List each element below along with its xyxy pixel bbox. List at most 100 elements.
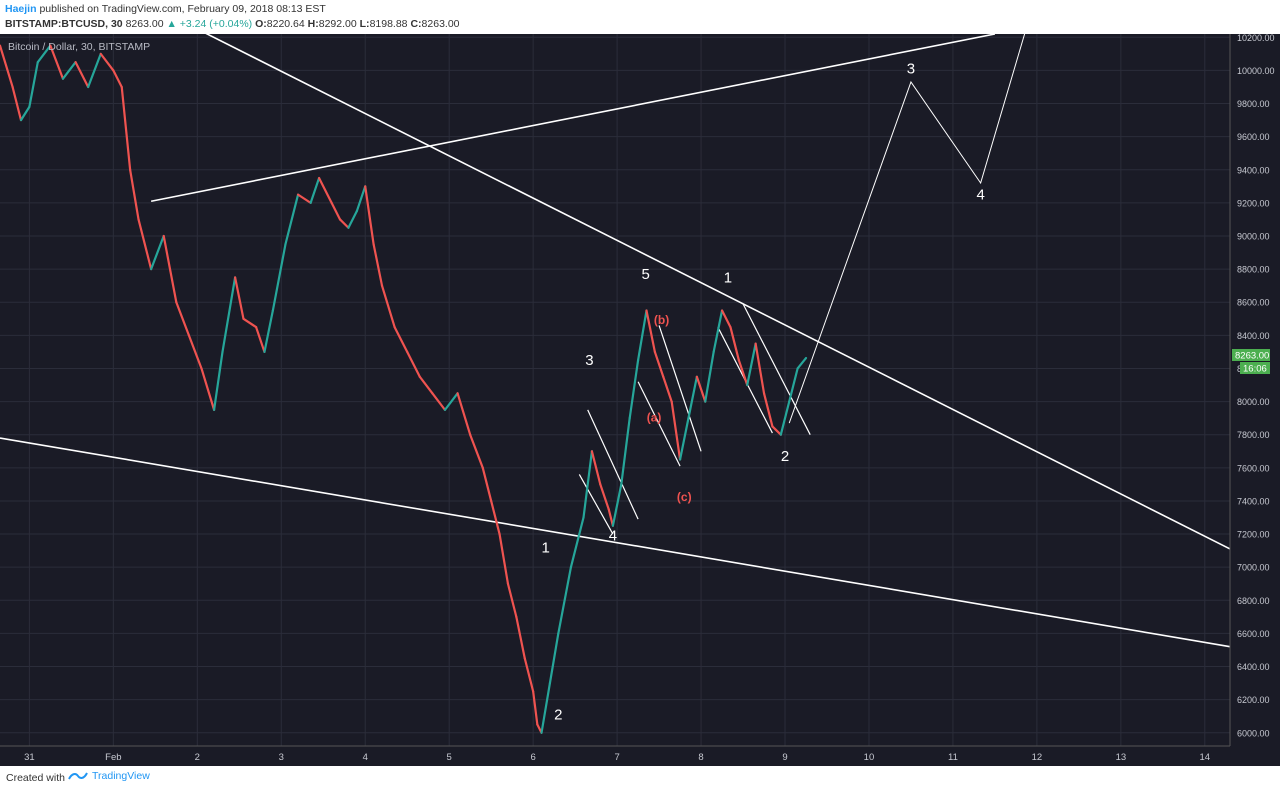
time-tick-label: 10 [864, 752, 875, 763]
price-segment [11, 85, 23, 122]
price-segment [372, 243, 384, 287]
price-segment [254, 325, 266, 354]
time-tick-label: 2 [195, 752, 200, 763]
price-segment [481, 466, 493, 503]
price-segment [532, 690, 539, 726]
price-segment [317, 176, 333, 204]
open-value: 8220.64 [266, 18, 305, 30]
price-segment [506, 582, 518, 618]
chart-header: Haejin published on TradingView.com, Feb… [0, 0, 1280, 34]
price-badge-text: 8263.00 [1235, 351, 1269, 362]
trendline [0, 437, 1231, 648]
price-axis-bg[interactable] [1230, 34, 1280, 756]
wave-label: 3 [907, 61, 915, 78]
price-tick-label: 9400.00 [1237, 165, 1270, 175]
price-segment [187, 334, 203, 370]
time-tick-label: 8 [698, 752, 703, 763]
wave-label: (a) [647, 410, 662, 424]
price-segment [590, 450, 602, 486]
price-segment [515, 615, 526, 660]
tradingview-brand[interactable]: TradingView [68, 770, 150, 782]
price-segment [788, 367, 799, 403]
author-name[interactable]: Haejin [5, 3, 37, 15]
last-price: 8263.00 [125, 18, 164, 30]
price-segment [129, 168, 140, 221]
price-segment [406, 350, 421, 378]
time-tick-label: 13 [1116, 752, 1127, 763]
price-segment [263, 309, 274, 354]
price-segment [242, 317, 258, 329]
price-segment [200, 367, 216, 411]
time-badge-text: 16:06 [1243, 364, 1267, 375]
wave-label: (b) [654, 313, 669, 327]
price-segment [175, 301, 191, 337]
price-segment [309, 176, 321, 204]
price-segment [611, 483, 623, 527]
wave-label: 2 [781, 448, 789, 465]
price-tick-label: 9200.00 [1237, 198, 1270, 208]
price-segment [557, 566, 573, 635]
trendline [742, 303, 811, 435]
price-segment [653, 350, 665, 378]
price-segment [762, 392, 774, 428]
trendline [637, 381, 681, 467]
wave-label: 1 [724, 269, 732, 286]
price-tick-label: 6800.00 [1237, 596, 1270, 606]
time-tick-label: 12 [1032, 752, 1043, 763]
price-segment [19, 105, 31, 122]
price-segment [271, 243, 287, 312]
price-segment [540, 681, 552, 734]
price-tick-label: 10000.00 [1237, 66, 1275, 76]
price-segment [49, 44, 65, 80]
price-segment [771, 425, 782, 436]
price-segment [498, 532, 510, 585]
trendline [150, 33, 996, 203]
price-segment [431, 392, 447, 411]
symbol-label: BITSTAMP:BTCUSD, 30 [5, 18, 123, 30]
trendline [196, 28, 1231, 550]
price-segment [296, 193, 312, 204]
trendline [578, 474, 614, 535]
time-tick-label: 9 [782, 752, 787, 763]
price-segment [796, 356, 808, 370]
price-tick-label: 6200.00 [1237, 695, 1270, 705]
wave-label: 1 [542, 539, 550, 556]
price-segment [628, 359, 640, 420]
price-segment [720, 309, 732, 329]
price-segment [120, 85, 132, 171]
price-tick-label: 7800.00 [1237, 430, 1270, 440]
time-axis-bg[interactable] [0, 746, 1280, 766]
price-segment [469, 433, 484, 469]
trendlines [0, 20, 1231, 648]
time-tick-label: 14 [1200, 752, 1211, 763]
price-segment [61, 61, 77, 80]
time-tick-label: 11 [948, 752, 958, 763]
high-value: 8292.00 [318, 18, 357, 30]
wave-label: 4 [609, 528, 617, 545]
chart-area[interactable]: 5 3 4 1 2 1 2 3 4 (b) (a) (c) 6000.00 6200.00 6400.00… [0, 20, 1280, 766]
time-axis-ticks: 31 Feb 2 3 4 5 6 7 8 9 10 11 12 13 14 [24, 752, 1210, 763]
price-badge: 8263.00 [1232, 349, 1270, 362]
price-segment [620, 417, 631, 486]
price-segment [569, 516, 585, 569]
time-tick-label: 31 [24, 752, 35, 763]
time-tick-label: 4 [363, 752, 368, 763]
price-segment [490, 499, 501, 536]
low-value: 8198.88 [369, 18, 408, 30]
price-segment [28, 61, 39, 108]
price-segment [599, 483, 610, 511]
price-tick-label: 9000.00 [1237, 232, 1270, 242]
brand-name: TradingView [92, 770, 150, 782]
price-segment [233, 276, 245, 320]
price-segment [779, 400, 791, 436]
time-tick-label: Feb [105, 752, 121, 763]
price-segment [99, 52, 115, 72]
price-segment [393, 325, 409, 354]
price-tick-label: 7600.00 [1237, 463, 1270, 473]
created-with-label: Created with [6, 772, 65, 784]
wave-label: 3 [585, 352, 593, 369]
price-tick-label: 6600.00 [1237, 629, 1270, 639]
price-segment [695, 375, 707, 403]
price-segment [523, 657, 535, 693]
